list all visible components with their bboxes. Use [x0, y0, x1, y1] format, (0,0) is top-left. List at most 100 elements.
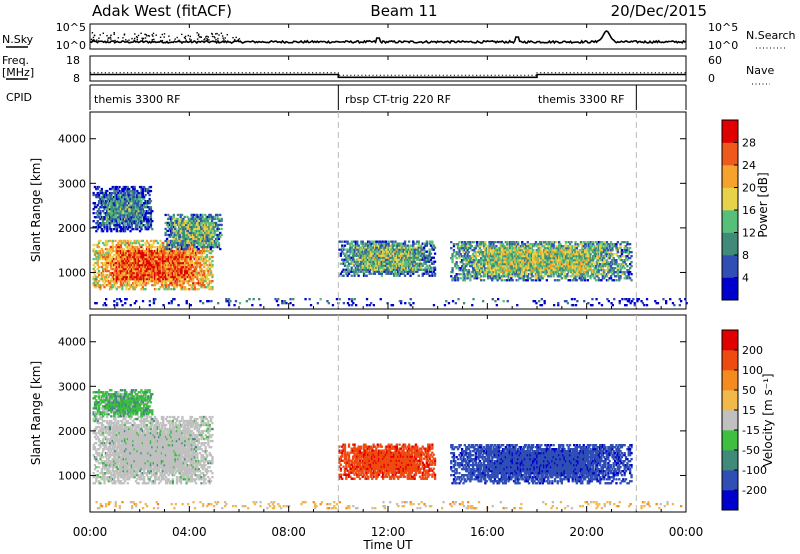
scatter-cell [210, 217, 214, 221]
scatter-cell [379, 264, 382, 267]
scatter-cell [119, 197, 123, 201]
scatter-cell [108, 187, 112, 191]
scatter-cell [122, 239, 125, 243]
scatter-cell [164, 233, 167, 237]
scatter-cell [171, 223, 174, 227]
scatter-cell [184, 249, 187, 253]
scatter-cell [186, 251, 189, 255]
scatter-cell [198, 243, 201, 247]
scatter-cell [121, 189, 124, 193]
scatter-cell [122, 263, 125, 267]
scatter-cell [485, 267, 488, 270]
scatter-cell [548, 257, 551, 260]
scatter-cell [345, 240, 348, 243]
scatter-cell [503, 275, 506, 278]
scatter-cell [123, 214, 127, 217]
scatter-cell [529, 265, 532, 268]
scatter-cell [382, 260, 385, 263]
scatter-cell [186, 269, 189, 273]
scatter-cell [159, 265, 162, 269]
scatter-cell [129, 218, 132, 221]
scatter-cell [476, 255, 479, 258]
scatter-cell [371, 264, 374, 267]
nsky-dot [134, 33, 136, 35]
scatter-cell [489, 241, 492, 244]
scatter-cell [476, 245, 479, 248]
scatter-cell [545, 261, 548, 264]
scatter-cell [209, 231, 212, 235]
scatter-cell [388, 244, 392, 247]
scatter-cell [522, 277, 525, 280]
scatter-cell [108, 286, 112, 289]
scatter-cell [132, 253, 135, 257]
scatter-cell [401, 256, 404, 259]
scatter-cell [380, 272, 383, 275]
scatter-cell [126, 267, 129, 271]
scatter-cell [215, 233, 218, 237]
scatter-cell [526, 275, 529, 278]
scatter-cell [481, 267, 484, 270]
scatter-cell [504, 255, 507, 258]
cpid-segment-label: rbsp CT-trig 220 RF [345, 93, 451, 106]
scatter-cell [391, 268, 394, 271]
scatter-cell [144, 193, 147, 197]
scatter-cell [147, 191, 150, 195]
scatter-cell [545, 255, 548, 258]
scatter-cell [192, 251, 195, 255]
scatter-cell [207, 271, 210, 275]
scatter-cell [114, 249, 117, 253]
scatter-cell [536, 267, 539, 270]
scatter-cell [413, 248, 416, 251]
scatter-cell [156, 282, 159, 285]
scatter-cell [110, 218, 113, 221]
scatter-cell [476, 243, 479, 246]
scatter-cell [502, 273, 505, 276]
scatter-cell [373, 266, 377, 269]
scatter-cell [147, 187, 150, 191]
scatter-cell [538, 271, 542, 274]
scatter-cell [108, 212, 112, 215]
scatter-cell [129, 226, 132, 229]
scatter-cell [125, 265, 128, 269]
scatter-cell [395, 252, 398, 255]
scatter-cell [450, 275, 453, 278]
scatter-cell [180, 245, 184, 249]
scatter-cell [144, 216, 147, 219]
scatter-cell [121, 261, 124, 265]
scatter-cell [368, 260, 371, 263]
scatter-cell [504, 253, 507, 256]
scatter-cell [126, 259, 129, 263]
scatter-cell [162, 249, 165, 253]
scatter-cell [175, 259, 179, 263]
nsky-dot [199, 36, 201, 38]
scatter-cell [181, 280, 184, 283]
scatter-cell [129, 259, 132, 263]
scatter-cell [469, 261, 472, 264]
scatter-cell [364, 266, 367, 269]
scatter-cell [416, 264, 419, 267]
scatter-cell [417, 250, 420, 253]
scatter-cell [140, 245, 143, 249]
scatter-cell [179, 259, 183, 263]
scatter-cell [544, 263, 547, 266]
scatter-cell [379, 240, 382, 243]
scatter-cell [121, 280, 124, 283]
scatter-cell [409, 270, 412, 273]
scatter-cell [209, 247, 212, 251]
scatter-cell [187, 219, 190, 223]
scatter-cell [183, 219, 186, 223]
scatter-cell [500, 275, 503, 278]
scatter-cell [208, 235, 211, 239]
scatter-cell [382, 262, 385, 265]
scatter-cell [115, 261, 118, 265]
scatter-cell [119, 245, 123, 249]
scatter-cell [141, 187, 144, 191]
scatter-cell [543, 267, 546, 270]
scatter-cell [126, 241, 129, 245]
scatter-cell [182, 273, 185, 277]
scatter-cell [137, 202, 140, 205]
scatter-cell [136, 278, 139, 281]
scatter-cell [179, 273, 183, 277]
scatter-cell [108, 280, 112, 283]
scatter-cell [488, 257, 491, 260]
